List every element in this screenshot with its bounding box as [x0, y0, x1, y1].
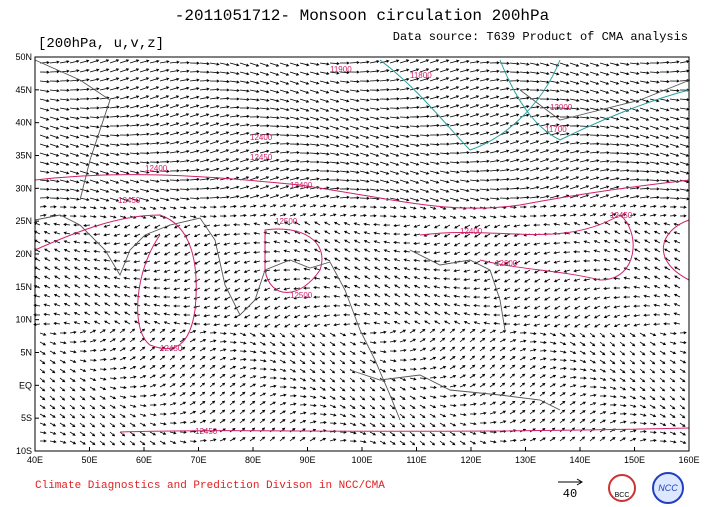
lat-label: 50N [15, 52, 32, 62]
lat-label: EQ [19, 380, 32, 390]
contour-label: 12500 [275, 217, 298, 226]
wind-field [33, 59, 690, 446]
contour-label: 12600 [495, 259, 518, 268]
contour-label: 12400 [290, 181, 313, 190]
level-label: [200hPa, u,v,z] [38, 36, 164, 52]
lon-label: 140E [569, 455, 590, 465]
lon-label: 160E [678, 455, 699, 465]
contour-label: 12400 [460, 227, 483, 236]
contour-label: 12450 [195, 427, 218, 436]
lon-label: 90E [299, 455, 315, 465]
lat-label: 5S [21, 413, 32, 423]
cold-contours [379, 59, 690, 151]
lon-label: 100E [351, 455, 372, 465]
ncc-logo [652, 472, 684, 504]
lat-label: 35N [15, 151, 32, 161]
lon-label: 130E [515, 455, 536, 465]
lat-label: 15N [15, 282, 32, 292]
coastlines [34, 59, 691, 421]
lon-label: 60E [136, 455, 152, 465]
contour-label: 12000 [550, 103, 573, 112]
bcc-label: BCC [615, 492, 630, 499]
contour-label: 11900 [330, 65, 352, 74]
lon-label: 120E [460, 455, 481, 465]
lat-label: 5N [20, 348, 32, 358]
contour-label: 12450 [118, 196, 141, 205]
contour-label: 12400 [145, 164, 168, 173]
contour-label: 12450 [160, 344, 183, 353]
lat-label: 45N [15, 85, 32, 95]
lon-label: 80E [245, 455, 261, 465]
data-source: Data source: T639 Product of CMA analysi… [393, 30, 688, 44]
contour-label: 12500 [290, 291, 313, 300]
lon-label: 70E [190, 455, 206, 465]
height-contours [34, 174, 690, 433]
reference-value: 40 [563, 487, 577, 501]
bcc-logo [608, 474, 636, 502]
lat-label: 25N [15, 216, 32, 226]
title: -2011051712- Monsoon circulation 200hPa [175, 7, 550, 25]
reference-arrow-head [576, 478, 583, 486]
lon-label: 110E [406, 455, 426, 465]
lon-label: 150E [624, 455, 645, 465]
contour-label: 11800 [410, 71, 432, 80]
contour-label: 12400 [250, 133, 273, 142]
lat-label: 40N [15, 118, 32, 128]
lat-label: 20N [15, 249, 32, 259]
contour-label: 12450 [250, 153, 273, 162]
contour-label: 12450 [610, 211, 633, 220]
ncc-label: NCC [658, 483, 678, 493]
credit: Climate Diagnostics and Prediction Divis… [35, 480, 385, 492]
contour-label: 11700 [545, 125, 567, 134]
lat-label: 10S [16, 446, 32, 456]
lon-label: 40E [27, 455, 43, 465]
wind-vectors [33, 59, 690, 446]
lat-label: 10N [15, 315, 32, 325]
lat-label: 30N [15, 183, 32, 193]
lon-label: 50E [81, 455, 97, 465]
